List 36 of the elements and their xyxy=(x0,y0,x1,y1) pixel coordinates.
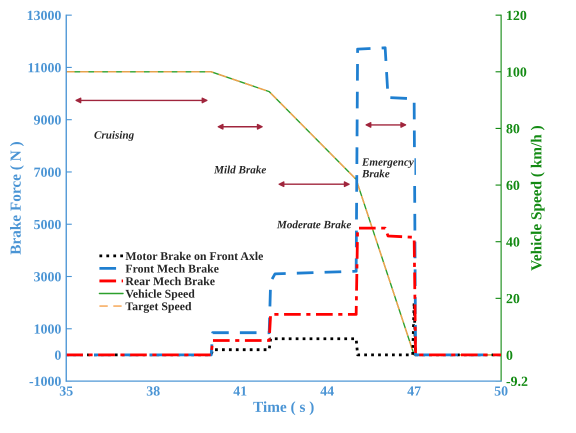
x-tick-label: 47 xyxy=(407,386,421,396)
legend-label: Rear Mech Brake xyxy=(126,276,215,286)
x-tick-label: 38 xyxy=(146,386,160,396)
y-tick-label: 13000 xyxy=(28,10,61,20)
y-tick-label: 3000 xyxy=(34,272,61,282)
y-tick-label: 1000 xyxy=(34,324,61,334)
y-axis-title: Brake Force ( N ) xyxy=(10,142,24,255)
y-tick-label: 5000 xyxy=(34,220,61,230)
x-tick-label: 50 xyxy=(494,386,508,396)
annotation: Emergency Brake xyxy=(362,158,414,178)
y2-tick-label: 20 xyxy=(506,294,520,304)
y2-tick-label: 80 xyxy=(506,124,520,134)
y2-tick-label: 100 xyxy=(507,67,526,77)
y2-tick-label: 40 xyxy=(506,237,520,247)
x-axis-title: Time ( s ) xyxy=(253,401,314,416)
annotation: Mild Brake xyxy=(214,166,266,174)
y-tick-label: -1000 xyxy=(29,376,61,386)
y2-tick-label: 0 xyxy=(506,350,512,360)
legend-label: Target Speed xyxy=(126,302,192,313)
annotation: Moderate Brake xyxy=(276,220,352,228)
y-tick-label: 7000 xyxy=(34,168,61,177)
y2-tick-label: 120 xyxy=(507,10,526,20)
y2-tick-label: -9.2 xyxy=(506,376,528,386)
annotation: Cruising xyxy=(94,130,134,141)
x-tick-label: 35 xyxy=(60,386,73,396)
x-tick-label: 41 xyxy=(233,386,246,396)
y-tick-label: 0 xyxy=(54,350,61,360)
y-tick-label: 11000 xyxy=(28,63,61,72)
line-series xyxy=(66,226,502,356)
y2-axis-title: Vehicle Speed ( km/h ) xyxy=(530,126,545,271)
y-tick-label: 9000 xyxy=(34,115,61,125)
y2-tick-label: 60 xyxy=(506,180,520,190)
legend-label: Front Mech Brake xyxy=(126,264,219,273)
x-tick-label: 44 xyxy=(320,386,334,396)
legend-label: Motor Brake on Front Axle xyxy=(126,252,264,260)
legend-label: Vehicle Speed xyxy=(126,289,195,300)
